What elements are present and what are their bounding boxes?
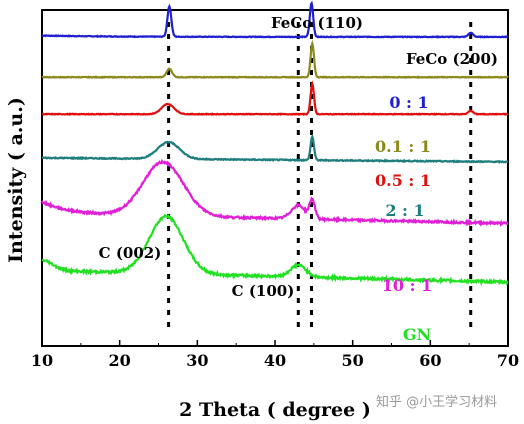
series-line (40, 158, 509, 227)
peak-label: FeCo (110) (271, 14, 363, 32)
series-label: 10 : 1 (382, 276, 432, 295)
series-label: 0 : 1 (389, 93, 428, 112)
series-line (41, 80, 509, 117)
series-label: 2 : 1 (385, 201, 424, 220)
peak-label: C (100) (232, 282, 295, 300)
x-tick-label: 20 (109, 351, 131, 370)
peak-labels: FeCo (110) FeCo (200) C (002) C (100) (99, 14, 498, 300)
y-axis-label: Intensity ( a.u.) (5, 97, 27, 263)
x-tick-label: 70 (497, 351, 519, 370)
series-labels: 0 : 1 0.1 : 1 0.5 : 1 2 : 1 10 : 1 GN (375, 93, 432, 344)
series-line (41, 0, 509, 39)
series-label: 0.5 : 1 (375, 171, 431, 190)
series-line (41, 213, 509, 287)
x-tick-label: 10 (31, 351, 53, 370)
reference-lines (167, 22, 473, 330)
series-group (40, 0, 509, 287)
x-axis-label: 2 Theta ( degree ) (179, 399, 371, 421)
x-tick-label: 30 (186, 351, 208, 370)
x-tick-label: 40 (264, 351, 286, 370)
series-label: GN (403, 325, 431, 344)
series-line (41, 39, 509, 80)
peak-label: FeCo (200) (406, 50, 498, 68)
x-tick-label: 60 (419, 351, 441, 370)
peak-label: C (002) (99, 244, 162, 262)
watermark: 知乎 @小王学习材料 (376, 395, 498, 410)
series-label: 0.1 : 1 (375, 137, 431, 156)
x-tick-label: 50 (342, 351, 364, 370)
series-line (41, 133, 509, 165)
x-axis-ticks: 10 20 30 40 50 60 70 (31, 340, 519, 370)
